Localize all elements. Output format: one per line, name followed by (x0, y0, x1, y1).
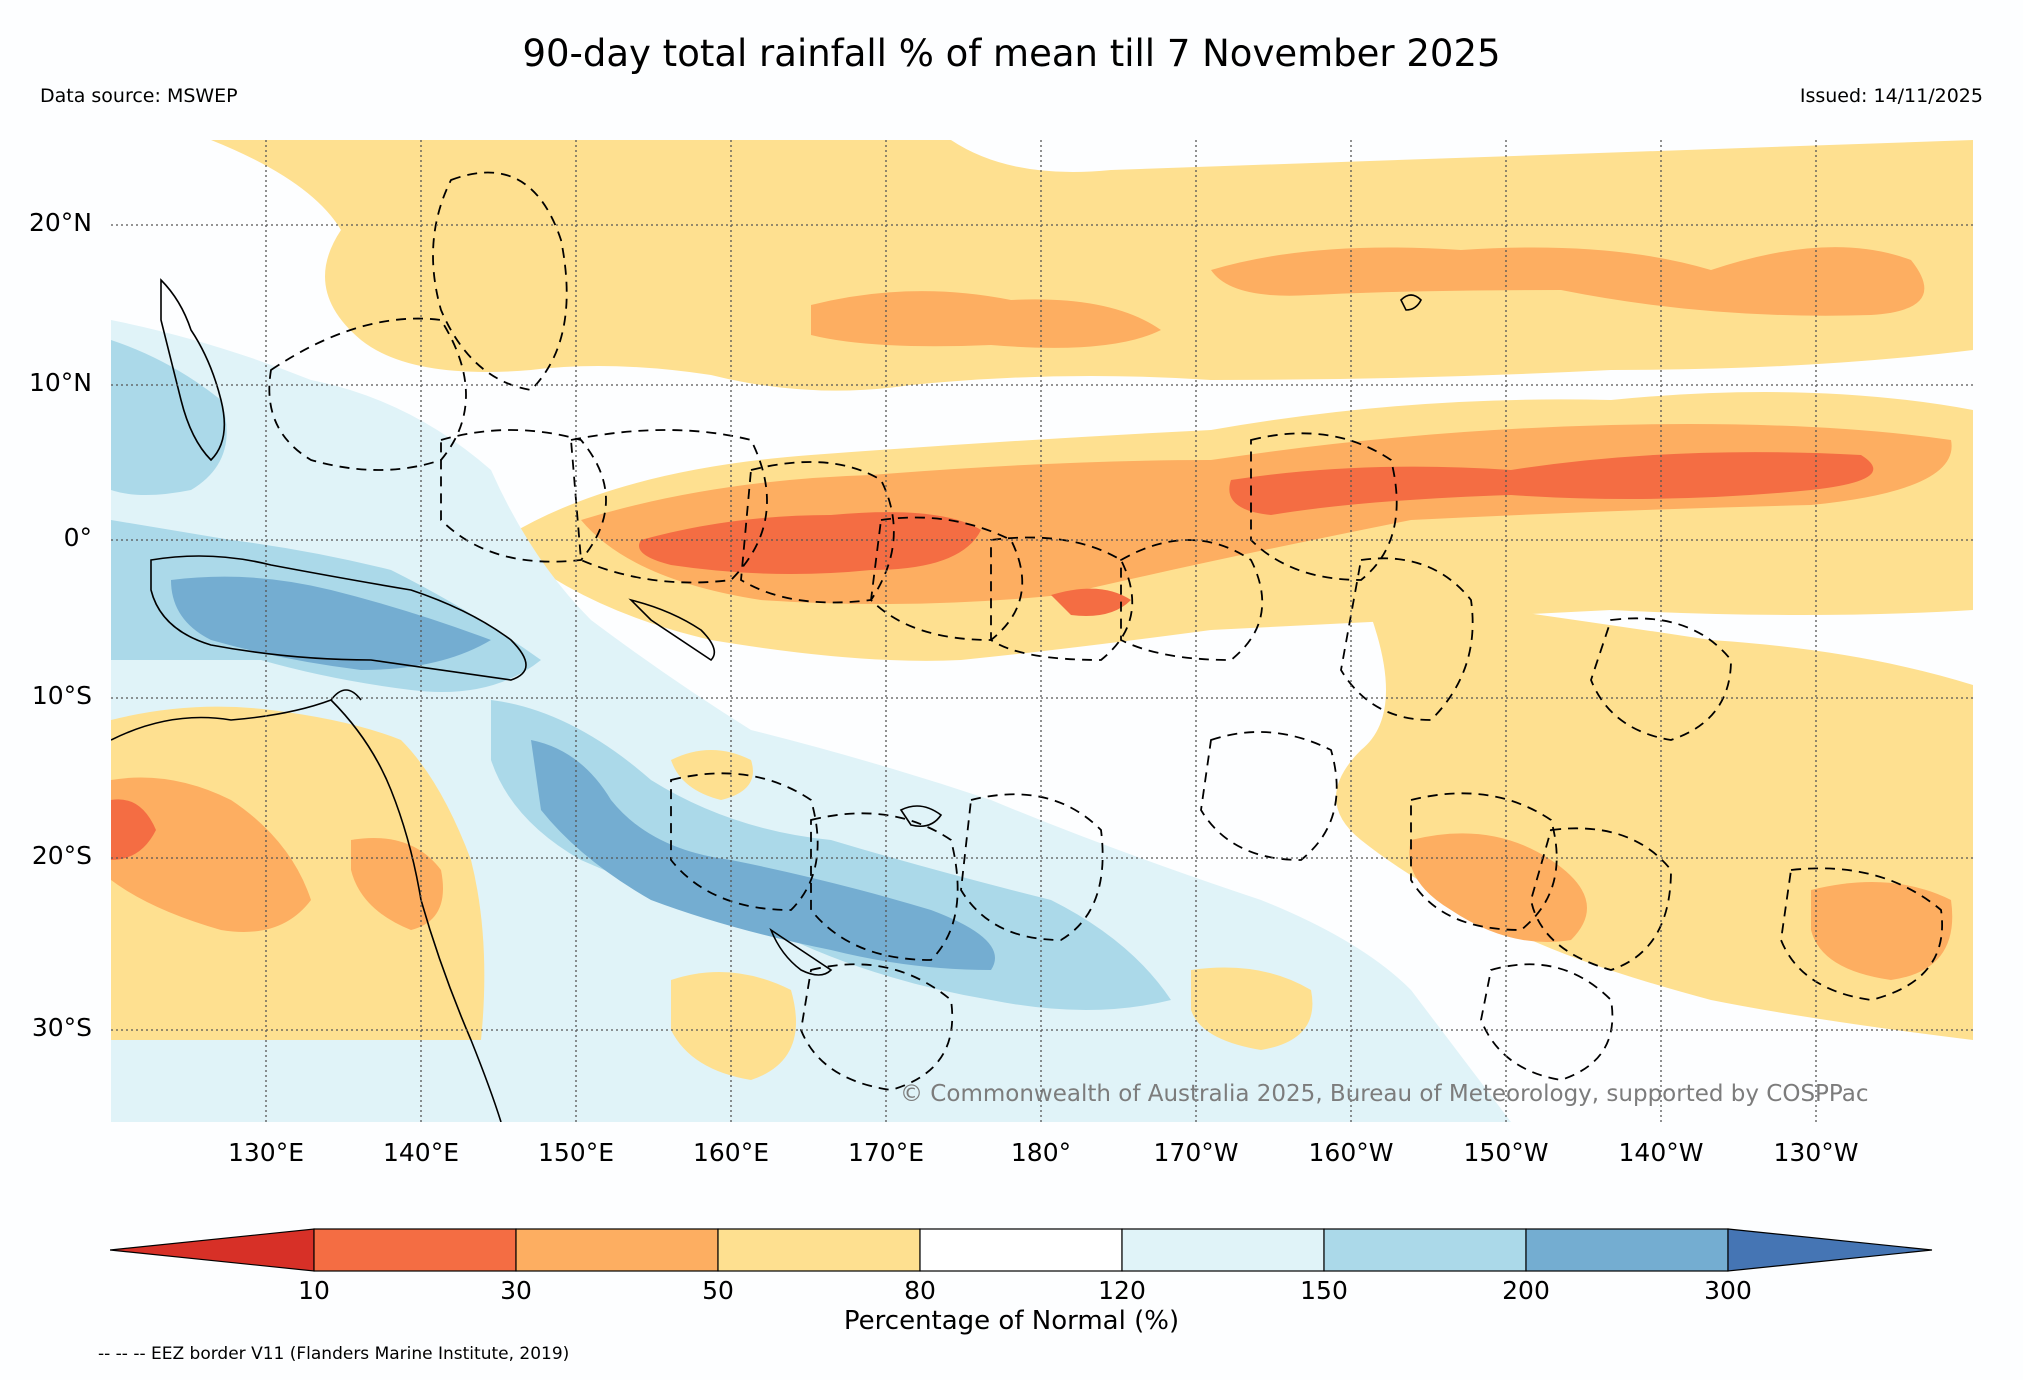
rainfall-map (111, 140, 1973, 1122)
copyright-notice: © Commonwealth of Australia 2025, Bureau… (900, 1081, 1869, 1107)
lon-label-170e: 170°E (847, 1138, 925, 1167)
north-orange-2 (1211, 247, 1925, 316)
south-scattered-dry-1 (671, 972, 796, 1080)
equatorial-red-core-mid (1051, 588, 1131, 616)
colorbar-extend-low (110, 1228, 315, 1272)
colorbar-label: Percentage of Normal (%) (843, 1306, 1180, 1336)
lat-label-10n: 10°N (28, 368, 92, 397)
issued-date: Issued: 14/11/2025 (1799, 85, 1983, 107)
data-source: Data source: MSWEP (40, 85, 238, 107)
colorbar-tick-80: 80 (904, 1276, 936, 1305)
equatorial-red-core-east (1229, 452, 1874, 515)
north-orange-1 (811, 291, 1161, 348)
lon-label-140w: 140°W (1618, 1138, 1704, 1167)
australia-orange (111, 777, 311, 932)
colorbar-segment-120-150 (1121, 1228, 1325, 1272)
colorbar-segment-80-120 (919, 1228, 1123, 1272)
coral-sea-heavy-wet (531, 740, 995, 970)
lon-label-150w: 150°W (1463, 1138, 1549, 1167)
lat-label-20n: 20°N (28, 208, 92, 237)
colorbar-tick-150: 150 (1300, 1276, 1348, 1305)
lat-label-20s: 20°S (31, 841, 92, 870)
colorbar-segment-30-50 (515, 1228, 719, 1272)
colorbar-extend-high (1727, 1228, 1933, 1272)
colorbar-tick-10: 10 (298, 1276, 330, 1305)
lon-label-140e: 140°E (382, 1138, 460, 1167)
lon-label-130w: 130°W (1773, 1138, 1859, 1167)
lon-label-180: 180° (1010, 1138, 1072, 1167)
colorbar-segment-10-30 (313, 1228, 517, 1272)
colorbar-tick-200: 200 (1502, 1276, 1550, 1305)
australia-orange-2 (351, 838, 443, 930)
philippines-wet (111, 340, 227, 495)
colorbar-tick-30: 30 (500, 1276, 532, 1305)
rainfall-anomaly-field (111, 140, 1973, 1122)
lon-label-160w: 160°W (1308, 1138, 1394, 1167)
colorbar (110, 1228, 1933, 1272)
lat-label-30s: 30°S (31, 1013, 92, 1042)
colorbar-segment-200-300 (1525, 1228, 1729, 1272)
lon-label-160e: 160°E (692, 1138, 770, 1167)
colorbar-tick-50: 50 (702, 1276, 734, 1305)
lat-label-equator: 0° (63, 523, 92, 552)
colorbar-tick-120: 120 (1098, 1276, 1146, 1305)
colorbar-tick-300: 300 (1704, 1276, 1752, 1305)
lat-label-10s: 10°S (31, 681, 92, 710)
south-east-orange-2 (1811, 882, 1953, 980)
south-pacific-wet-band (491, 700, 1171, 1010)
coastlines (111, 278, 1422, 1122)
north-dry-band (211, 140, 1973, 391)
eez-borders (268, 171, 1943, 1091)
graticule (111, 140, 1973, 1122)
lon-label-150e: 150°E (537, 1138, 615, 1167)
map-title: 90-day total rainfall % of mean till 7 N… (522, 32, 1501, 75)
equatorial-red-core-west (639, 512, 981, 574)
eez-footnote: -- -- -- EEZ border V11 (Flanders Marine… (98, 1344, 570, 1364)
colorbar-segment-50-80 (717, 1228, 921, 1272)
lon-label-170w: 170°W (1153, 1138, 1239, 1167)
colorbar-segment-150-200 (1323, 1228, 1527, 1272)
lon-label-130e: 130°E (227, 1138, 305, 1167)
australia-red-west (111, 799, 156, 860)
new-guinea-heavy-wet (171, 576, 491, 670)
north-scattered-dry (671, 750, 753, 800)
